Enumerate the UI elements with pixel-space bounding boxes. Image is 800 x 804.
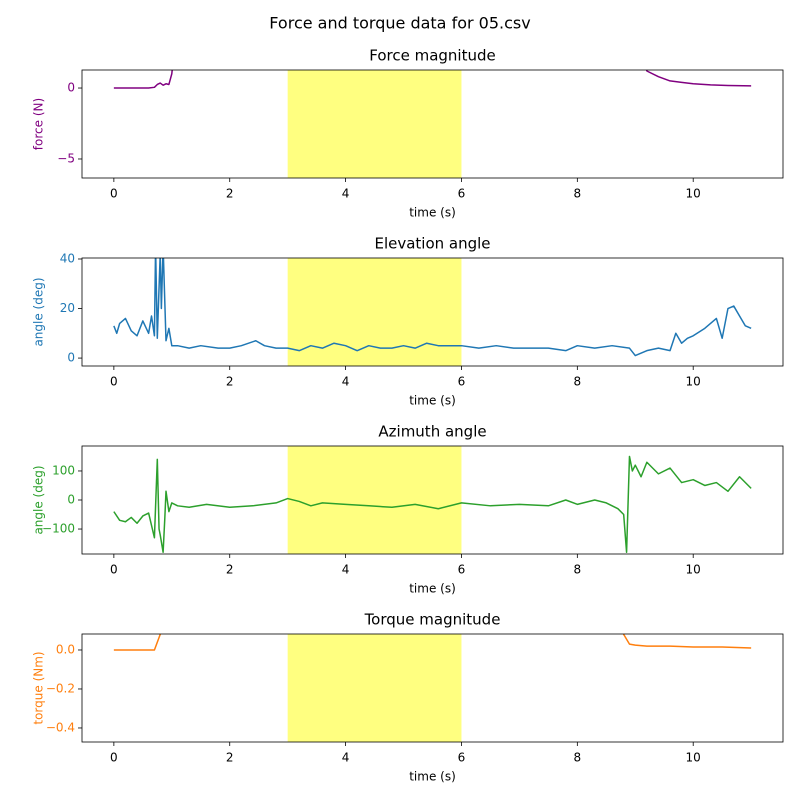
x-tick-label: 4 [342,751,350,765]
x-tick-label: 2 [226,563,234,577]
data-line [113,455,752,554]
x-tick-label: 10 [686,375,701,389]
x-tick-label: 4 [342,187,350,201]
plot-area [113,634,752,742]
x-tick-label: 0 [110,563,118,577]
axes-frame [81,257,784,367]
axes-frame [81,69,784,179]
data-line [113,258,752,357]
x-tick-label: 6 [458,751,466,765]
x-tick-label: 0 [110,751,118,765]
subplot-title: Elevation angle [374,235,490,253]
y-tick-label: 20 [60,301,75,315]
x-tick-label: 8 [574,563,582,577]
highlight-span [287,70,462,178]
x-tick-label: 10 [686,751,701,765]
subplot-title: Torque magnitude [364,611,501,629]
highlight-span [287,258,462,366]
x-tick-label: 10 [686,563,701,577]
x-tick-label: 4 [342,375,350,389]
subplot-title: Azimuth angle [378,423,486,441]
x-axis-label: time (s) [409,206,456,220]
y-tick-label: 0 [67,81,75,95]
y-tick-label: 100 [52,463,75,477]
x-tick-label: 4 [342,563,350,577]
x-tick-label: 0 [110,375,118,389]
plot-area [113,70,752,178]
subplot-title: Force magnitude [369,47,496,65]
y-axis-label: torque (Nm) [32,651,46,724]
y-tick-label: 0.0 [56,642,75,656]
y-axis-label: force (N) [32,98,46,150]
x-axis-label: time (s) [409,582,456,596]
figure-title: Force and torque data for 05.csv [269,14,530,33]
x-tick-label: 2 [226,187,234,201]
y-axis-label: angle (deg) [32,277,46,346]
x-tick-label: 0 [110,187,118,201]
plot-area [113,258,752,366]
axes-frame [81,633,784,743]
highlight-span [287,634,462,742]
y-tick-label: −100 [42,522,75,536]
y-tick-label: 40 [60,251,75,265]
x-tick-label: 8 [574,751,582,765]
x-tick-label: 8 [574,187,582,201]
x-tick-label: 6 [458,563,466,577]
x-tick-label: 8 [574,375,582,389]
y-tick-label: 0 [67,351,75,365]
x-axis-label: time (s) [409,770,456,784]
y-tick-label: −5 [57,151,75,165]
x-axis-label: time (s) [409,394,456,408]
y-axis-label: angle (deg) [32,465,46,534]
x-tick-label: 2 [226,375,234,389]
x-tick-label: 6 [458,375,466,389]
y-tick-label: −0.4 [46,720,75,734]
y-tick-label: −0.2 [46,681,75,695]
x-tick-label: 10 [686,187,701,201]
x-tick-label: 2 [226,751,234,765]
plot-area [113,446,752,554]
data-line [113,70,752,89]
x-tick-label: 6 [458,187,466,201]
y-tick-label: 0 [67,493,75,507]
highlight-span [287,446,462,554]
